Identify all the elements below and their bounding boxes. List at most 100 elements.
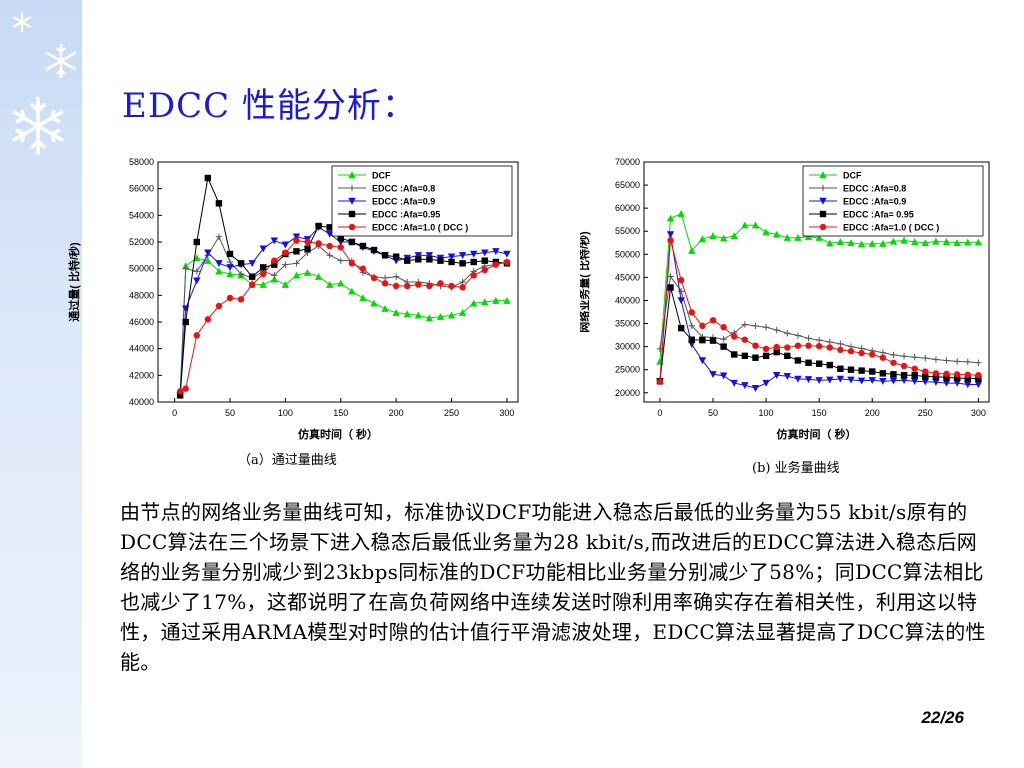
data-point — [942, 379, 951, 387]
data-point — [836, 375, 845, 383]
data-point — [815, 360, 823, 367]
decorative-sidebar — [0, 0, 82, 768]
data-point — [667, 273, 674, 280]
data-point — [974, 238, 983, 246]
page-number: 22/26 — [921, 708, 964, 727]
data-point — [900, 236, 908, 244]
legend-marker — [348, 184, 356, 192]
x-axis-label: 仿真时间（ 秒） — [776, 427, 856, 441]
data-point — [910, 238, 919, 246]
data-point — [932, 356, 940, 363]
data-point — [943, 370, 950, 378]
y-tick-label: 60000 — [615, 203, 640, 213]
data-point — [270, 237, 279, 245]
data-point — [932, 370, 940, 377]
data-point — [481, 298, 489, 306]
y-tick-label: 44000 — [129, 344, 154, 354]
data-point — [709, 317, 717, 324]
data-point — [741, 382, 749, 390]
data-point — [469, 299, 478, 307]
data-point — [964, 358, 971, 366]
data-point — [325, 280, 334, 288]
data-point — [260, 270, 267, 278]
data-point — [688, 322, 695, 330]
legend-marker — [819, 184, 827, 192]
data-point — [688, 246, 696, 254]
data-point — [469, 250, 478, 258]
data-point — [805, 342, 812, 349]
data-point — [315, 240, 322, 247]
data-point — [762, 352, 770, 360]
legend-label: EDCC :Afa=0.9 — [372, 197, 435, 207]
data-point — [337, 279, 345, 287]
data-point — [271, 261, 278, 268]
data-point — [751, 221, 760, 229]
data-point — [773, 326, 780, 334]
data-point — [890, 351, 897, 359]
data-point — [964, 375, 971, 382]
y-tick-label: 30000 — [615, 342, 640, 352]
data-point — [348, 260, 356, 267]
data-point — [503, 296, 511, 304]
x-tick-label: 0 — [172, 408, 177, 418]
data-point — [259, 245, 267, 253]
legend-label: EDCC :Afa=0.9 — [843, 197, 906, 207]
data-point — [804, 376, 813, 384]
data-point — [752, 322, 759, 330]
data-point — [215, 200, 223, 207]
data-point — [709, 371, 717, 379]
data-point — [826, 338, 833, 346]
data-point — [193, 332, 200, 339]
data-point — [215, 233, 223, 240]
data-point — [370, 274, 378, 282]
data-point — [204, 316, 212, 323]
data-point — [426, 256, 433, 263]
data-point — [890, 359, 897, 366]
data-point — [370, 299, 378, 307]
data-point — [282, 261, 289, 268]
data-point — [459, 260, 466, 267]
data-point — [370, 246, 378, 254]
data-point — [359, 265, 367, 272]
data-point — [436, 312, 445, 320]
legend-label: DCF — [372, 171, 391, 181]
data-point — [784, 352, 791, 360]
y-tick-label: 46000 — [129, 317, 154, 327]
data-point — [414, 311, 423, 319]
data-point — [326, 224, 333, 231]
y-tick-label: 35000 — [615, 319, 640, 329]
data-point — [890, 371, 897, 378]
data-point — [666, 214, 675, 222]
legend-marker — [348, 210, 356, 218]
y-tick-label: 54000 — [129, 210, 154, 220]
data-point — [964, 238, 972, 246]
legend-marker — [348, 223, 356, 231]
data-point — [304, 238, 311, 246]
data-point — [381, 252, 389, 259]
data-point — [293, 237, 300, 244]
data-point — [260, 264, 267, 271]
y-axis-label: 网络业务量( 比特/秒) — [580, 231, 591, 333]
data-point — [492, 261, 500, 268]
series-plus — [176, 233, 511, 399]
series-square — [176, 174, 511, 399]
data-point — [248, 260, 256, 268]
data-point — [868, 377, 876, 385]
data-point — [304, 245, 311, 252]
data-point — [889, 237, 898, 245]
data-point — [248, 273, 256, 280]
x-axis-label: 仿真时间（ 秒） — [298, 427, 378, 441]
data-point — [381, 280, 389, 287]
x-tick-label: 150 — [812, 408, 827, 418]
data-point — [176, 392, 184, 399]
data-point — [404, 282, 411, 290]
y-tick-label: 55000 — [615, 226, 640, 236]
data-point — [293, 248, 300, 255]
data-point — [392, 282, 400, 290]
data-point — [215, 260, 223, 268]
data-point — [857, 240, 866, 248]
data-point — [226, 270, 234, 278]
series-triangle-down — [176, 224, 511, 400]
data-point — [325, 230, 334, 238]
data-point — [503, 250, 511, 258]
